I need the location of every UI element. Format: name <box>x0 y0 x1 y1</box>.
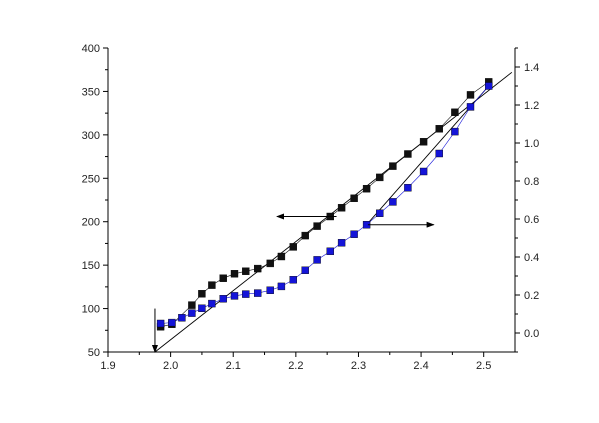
series-0-point <box>230 270 239 278</box>
y-left-tick-label: 150 <box>82 260 100 272</box>
series-0-point <box>266 259 274 268</box>
y-left-tick-label: 400 <box>82 43 100 55</box>
series-1-point <box>219 295 227 303</box>
y-right-tick-label: 0.4 <box>524 252 539 264</box>
series-1-point <box>168 318 176 327</box>
y-right-tick-label: 1.2 <box>524 100 539 112</box>
series-0-point <box>435 125 443 133</box>
y-right-tick-label: 0.0 <box>524 328 539 340</box>
y-right-tick-label: 0.2 <box>524 290 539 302</box>
y-left-tick-label: 350 <box>82 86 100 98</box>
axes: 1.9 2.0 2.1 2.2 2.3 2.4 2.5 50 100 150 200 250 300 35… <box>82 43 540 372</box>
x-tick-label: 2.5 <box>476 360 491 372</box>
series-0-point <box>451 108 459 117</box>
y-left-tick-label: 50 <box>88 347 100 359</box>
series-0-point <box>313 222 321 230</box>
series-1-point <box>350 230 358 238</box>
series-1-point <box>435 149 443 158</box>
series-1-point <box>289 276 297 284</box>
series-1-point <box>253 289 262 297</box>
series-0-line <box>160 81 489 328</box>
series-1-point <box>313 256 321 264</box>
series-1-point <box>404 183 412 192</box>
series-0-point <box>253 264 262 273</box>
y-right-tick-label: 1.4 <box>524 62 539 74</box>
series-0-point <box>242 267 250 275</box>
series-0-point <box>362 184 371 193</box>
series-0-point <box>337 204 346 212</box>
series-0-point <box>301 231 309 240</box>
y-left-tick-label: 200 <box>82 217 100 229</box>
series-0-point <box>277 252 286 261</box>
series-1-point <box>337 239 346 247</box>
x-tick-label: 2.0 <box>163 360 178 372</box>
data-series <box>156 78 493 331</box>
series-0-point <box>188 301 196 309</box>
y-left-tick-label: 300 <box>82 130 100 142</box>
series-1-point <box>326 247 334 256</box>
y-left-tick-label: 250 <box>82 173 100 185</box>
x-tick-label: 1.9 <box>100 360 115 372</box>
x-tick-label: 2.2 <box>288 360 303 372</box>
series-1-point <box>376 209 384 218</box>
series-0-point <box>466 91 475 99</box>
series-1-point <box>178 314 186 322</box>
series-0-point <box>376 173 384 182</box>
series-0-point <box>198 290 206 298</box>
series-1-point <box>451 127 459 136</box>
series-1-point <box>198 304 206 312</box>
series-1-point <box>277 282 286 291</box>
series-1-point <box>230 292 239 300</box>
x-tick-label: 2.3 <box>351 360 366 372</box>
x-tick-label: 2.1 <box>226 360 241 372</box>
series-1-point <box>266 286 274 294</box>
series-0-point <box>208 281 216 289</box>
series-0-point <box>404 150 412 158</box>
y-right-tick-label: 0.6 <box>524 214 539 226</box>
y-right-tick-label: 0.8 <box>524 176 539 188</box>
series-1-point <box>188 309 196 317</box>
series-0-point <box>419 138 428 146</box>
series-1-point <box>242 290 250 298</box>
x-tick-label: 2.4 <box>413 360 428 372</box>
series-1-point <box>156 319 165 328</box>
series-1-point <box>419 167 428 176</box>
series-1-point <box>301 266 309 274</box>
annotation-arrows <box>151 213 435 353</box>
series-0-point <box>219 274 227 282</box>
series-1-point <box>389 198 397 206</box>
series-1-point <box>208 299 216 308</box>
series-0-point <box>389 162 397 170</box>
series-0-point <box>289 243 297 251</box>
y-right-tick-label: 1.0 <box>524 138 539 150</box>
series-1-point <box>485 82 493 90</box>
y-left-tick-label: 100 <box>82 304 100 316</box>
series-0-point <box>350 194 358 203</box>
series-1-point <box>466 103 475 111</box>
